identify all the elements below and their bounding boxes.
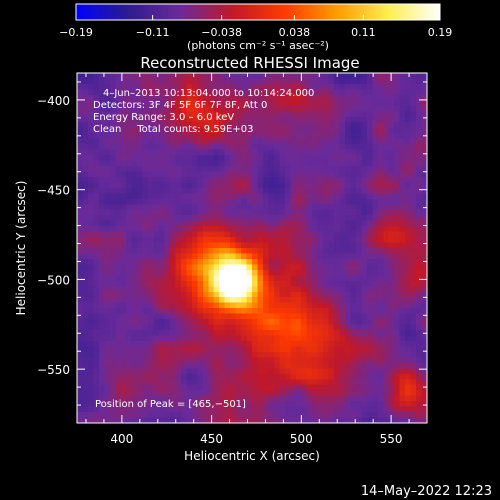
axis-ticks: 400 450 500 550 −400 −450 −500 −550 bbox=[37, 73, 428, 446]
colorbar-tick-label: 0.038 bbox=[279, 26, 311, 39]
y-tick-label: −400 bbox=[37, 94, 70, 108]
colorbar-units-label: (photons cm⁻² s⁻¹ asec⁻²) bbox=[187, 39, 329, 52]
heatmap-image bbox=[77, 73, 427, 423]
annotation-energy-range: Energy Range: 3.0 – 6.0 keV bbox=[93, 112, 234, 123]
x-tick-label: 500 bbox=[290, 432, 313, 446]
colorbar bbox=[75, 3, 441, 21]
y-axis-label: Heliocentric Y (arcsec) bbox=[14, 181, 28, 316]
x-tick-label: 550 bbox=[380, 432, 403, 446]
x-tick-label: 400 bbox=[110, 432, 133, 446]
plot-frame bbox=[76, 72, 428, 424]
annotation-time-range: 4–Jun–2013 10:13:04.000 to 10:14:24.000 bbox=[103, 88, 314, 99]
y-tick-label: −550 bbox=[37, 363, 70, 377]
chart-title: Reconstructed RHESSI Image bbox=[140, 54, 359, 72]
annotation-peak-position: Position of Peak = [465,−501] bbox=[95, 399, 246, 410]
annotation-clean-counts: Clean Total counts: 9.59E+03 bbox=[93, 124, 253, 135]
x-tick-label: 450 bbox=[200, 432, 223, 446]
colorbar-tick-label: 0.11 bbox=[351, 26, 376, 39]
y-tick-label: −450 bbox=[37, 184, 70, 198]
colorbar-tick-label: −0.19 bbox=[59, 26, 93, 39]
y-tick-label: −500 bbox=[37, 273, 70, 287]
colorbar-tick-label: −0.11 bbox=[136, 26, 170, 39]
footer-date: 14–May–2022 12:23 bbox=[361, 484, 492, 499]
colorbar-ticks: −0.19 −0.11 −0.038 0.038 0.11 0.19 bbox=[59, 15, 452, 39]
colorbar-tick-label: 0.19 bbox=[428, 26, 453, 39]
x-axis-label: Heliocentric X (arcsec) bbox=[184, 449, 320, 463]
colorbar-tick-label: −0.038 bbox=[201, 26, 242, 39]
annotation-detectors: Detectors: 3F 4F 5F 6F 7F 8F, Att 0 bbox=[93, 100, 267, 111]
